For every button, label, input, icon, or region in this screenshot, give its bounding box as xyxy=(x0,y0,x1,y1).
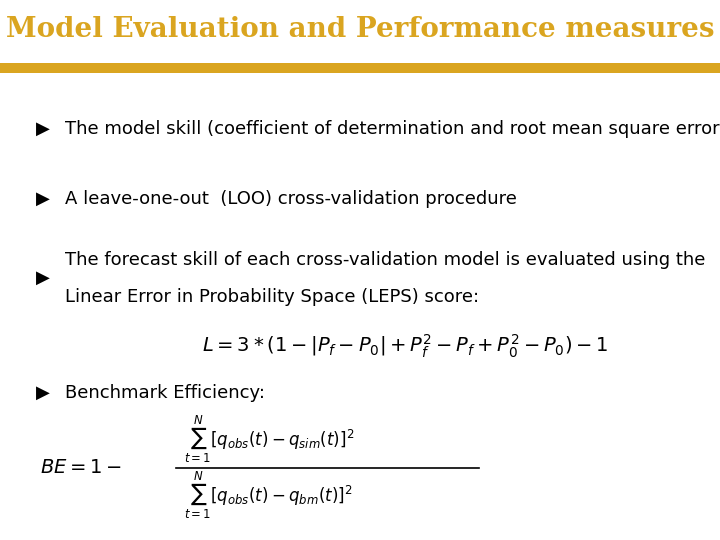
Bar xyxy=(0,63,720,73)
Text: Model Evaluation and Performance measures: Model Evaluation and Performance measure… xyxy=(6,16,714,43)
Text: Benchmark Efficiency:: Benchmark Efficiency: xyxy=(65,384,265,402)
Text: $\sum_{t=1}^{N}\left[q_{obs}(t)-q_{sim}(t)\right]^{2}$: $\sum_{t=1}^{N}\left[q_{obs}(t)-q_{sim}(… xyxy=(184,414,354,465)
Text: A leave-one-out  (LOO) cross-validation procedure: A leave-one-out (LOO) cross-validation p… xyxy=(65,190,517,208)
Text: $\sum_{t=1}^{N}\left[q_{obs}(t)-q_{bm}(t)\right]^{2}$: $\sum_{t=1}^{N}\left[q_{obs}(t)-q_{bm}(t… xyxy=(184,470,352,521)
Text: $\blacktriangleright$: $\blacktriangleright$ xyxy=(32,190,52,208)
Text: $\blacktriangleright$: $\blacktriangleright$ xyxy=(32,384,52,402)
Text: The model skill (coefficient of determination and root mean square error): The model skill (coefficient of determin… xyxy=(65,120,720,138)
Text: $BE = 1 -$: $BE = 1 -$ xyxy=(40,458,122,477)
Text: $\blacktriangleright$: $\blacktriangleright$ xyxy=(32,269,52,287)
Text: Linear Error in Probability Space (LEPS) score:: Linear Error in Probability Space (LEPS)… xyxy=(65,288,479,306)
Text: $\blacktriangleright$: $\blacktriangleright$ xyxy=(32,120,52,138)
Text: The forecast skill of each cross-validation model is evaluated using the: The forecast skill of each cross-validat… xyxy=(65,251,705,269)
Text: $L = 3*(1-|P_f - P_0| + P_f^2 - P_f + P_0^2 - P_0) - 1$: $L = 3*(1-|P_f - P_0| + P_f^2 - P_f + P_… xyxy=(202,333,608,360)
